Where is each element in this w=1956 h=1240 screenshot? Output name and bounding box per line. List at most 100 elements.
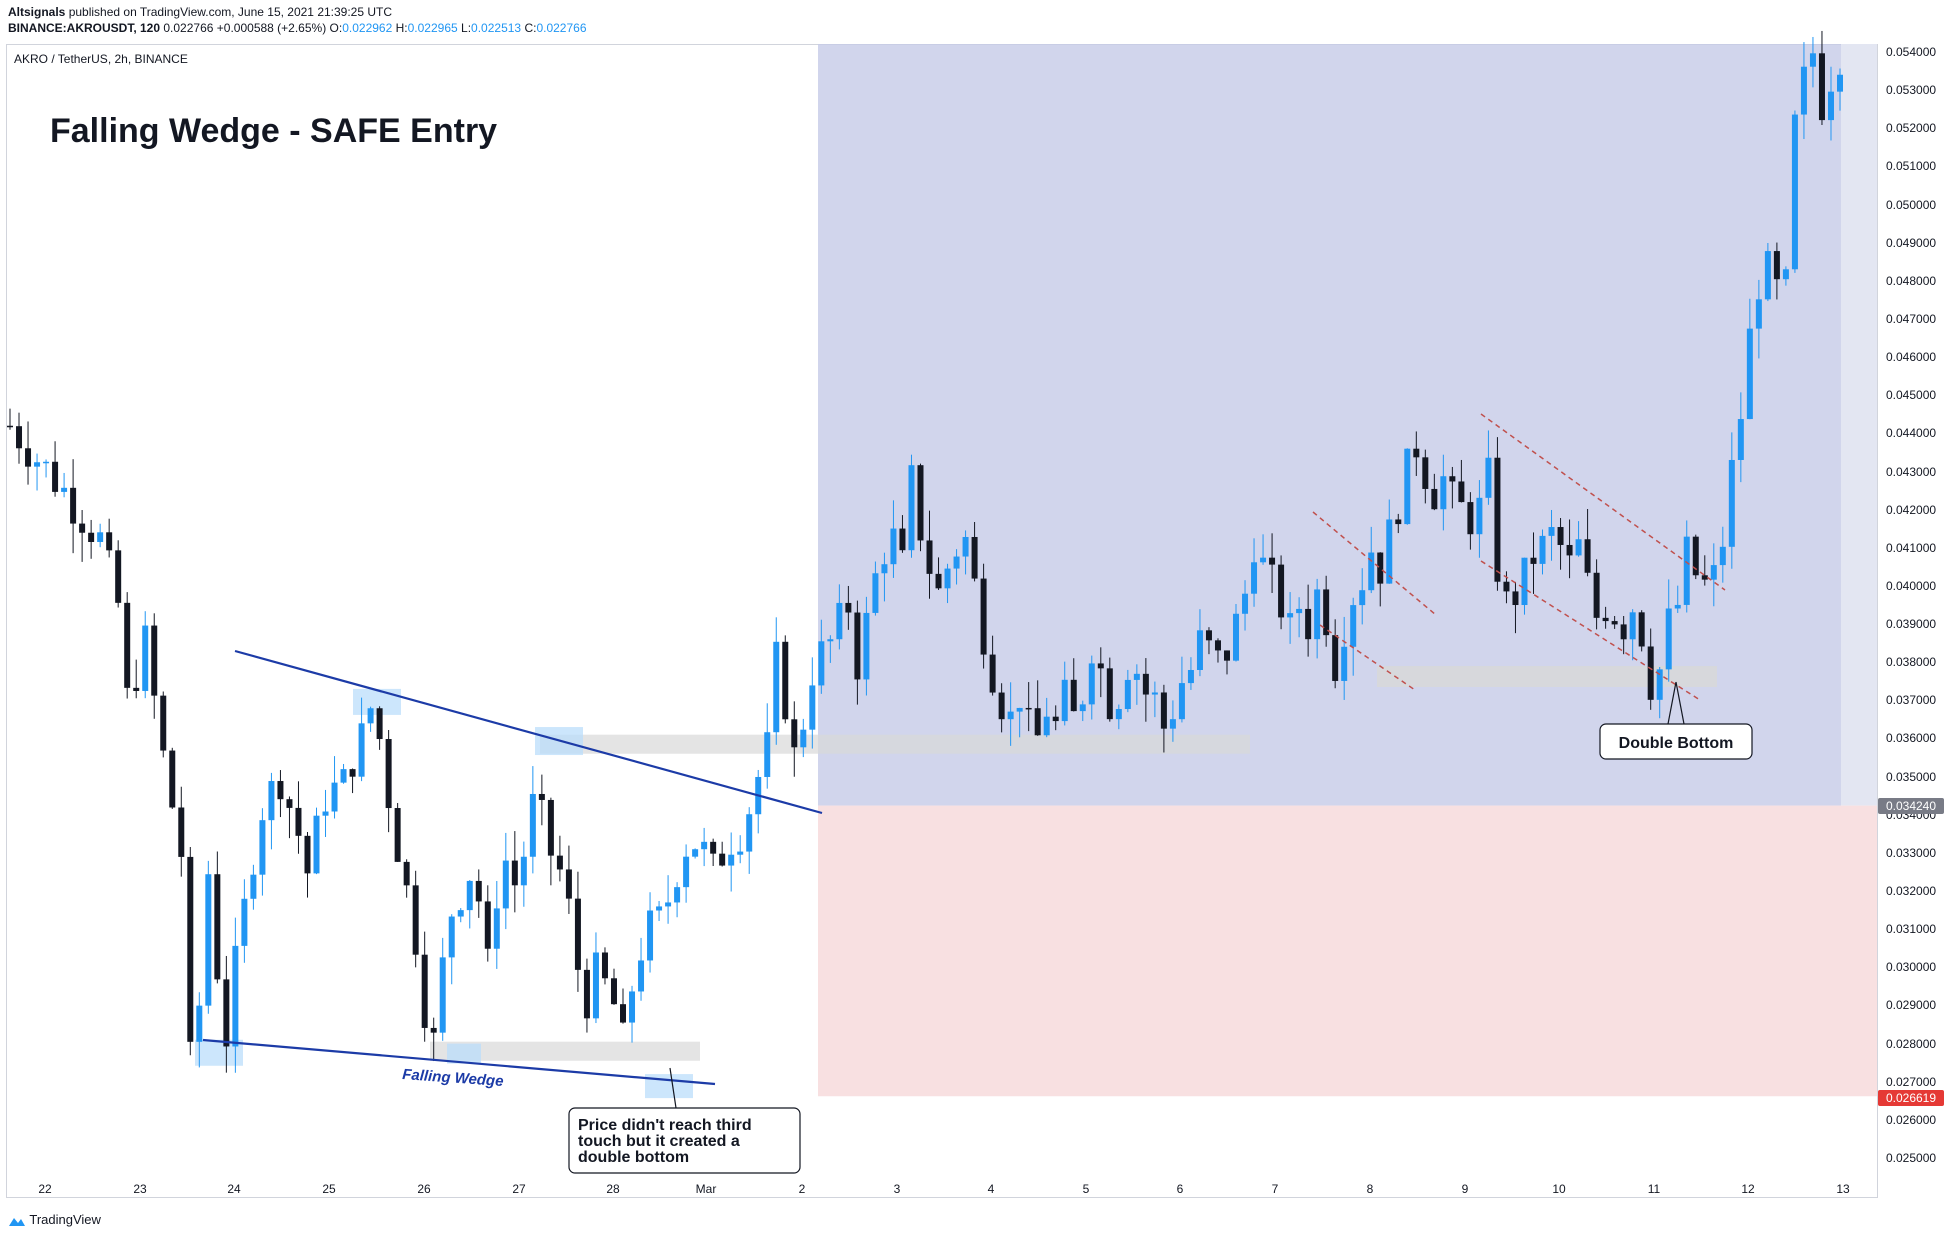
candle-body — [1404, 448, 1411, 525]
y-tick-label: 0.032000 — [1886, 884, 1937, 899]
candle-body — [385, 739, 392, 809]
y-tick-label: 0.035000 — [1886, 769, 1937, 784]
candle-body — [980, 578, 987, 655]
candle-body — [205, 874, 212, 1006]
candle-body — [1223, 650, 1230, 661]
candle-body — [502, 860, 509, 909]
candle-body — [277, 781, 284, 800]
candle-body — [1007, 711, 1014, 720]
candle-body — [1422, 457, 1429, 489]
candles — [7, 30, 1843, 1073]
candle-body — [1638, 612, 1645, 647]
candle-body — [1088, 663, 1095, 705]
candle-body — [52, 461, 59, 492]
chart-symbol-title: AKRO / TetherUS, 2h, BINANCE — [14, 52, 188, 66]
candle-body — [1683, 536, 1690, 605]
y-tick-label: 0.036000 — [1886, 731, 1937, 746]
candle-body — [1837, 74, 1843, 92]
candle-body — [989, 654, 996, 693]
candle-body — [70, 487, 77, 524]
candle-body — [565, 869, 572, 899]
x-tick-label: 28 — [606, 1182, 620, 1196]
y-tick-label: 0.041000 — [1886, 540, 1937, 555]
candle-body — [214, 874, 221, 980]
candle-body — [169, 750, 176, 808]
candle-body — [304, 835, 311, 874]
candle-body — [421, 954, 428, 1028]
candle-body — [1809, 53, 1816, 67]
candle-body — [746, 814, 753, 852]
x-tick-label: 24 — [227, 1182, 241, 1196]
candle-body — [1070, 679, 1077, 712]
candle-body — [610, 978, 617, 1005]
close-label: C: — [524, 21, 537, 35]
wedge-upper-line — [234, 649, 823, 815]
candle-body — [1242, 593, 1249, 614]
candle-body — [358, 723, 365, 777]
candle-body — [547, 799, 554, 856]
candle-body — [953, 556, 960, 569]
candle-body — [827, 639, 834, 642]
tradingview-footer[interactable]: TradingView — [8, 1212, 101, 1227]
candle-body — [1287, 613, 1294, 618]
candle-body — [890, 528, 897, 565]
note-pointer — [669, 1067, 677, 1109]
candle-body — [7, 425, 13, 428]
candle-body — [926, 540, 933, 574]
candle-body — [529, 793, 536, 857]
y-tick-label: 0.040000 — [1886, 578, 1937, 593]
x-tick-label: 9 — [1461, 1182, 1469, 1196]
candle-body — [1512, 591, 1519, 606]
candle-body — [556, 855, 563, 870]
candle-body — [34, 462, 41, 467]
candle-body — [1142, 673, 1149, 695]
candle-body — [259, 820, 266, 875]
candle-body — [43, 461, 50, 464]
candle-body — [701, 841, 708, 850]
candle-body — [106, 532, 113, 551]
candle-body — [1233, 613, 1240, 661]
candle-body — [79, 523, 86, 533]
candle-body — [683, 856, 690, 888]
candle-body — [1449, 476, 1456, 482]
candle-body — [1359, 590, 1366, 606]
candle-body — [899, 528, 906, 551]
target-zone-edge — [1841, 44, 1877, 806]
candle-body — [971, 536, 978, 579]
support-zone-left — [430, 1041, 700, 1061]
entry-price-tag: 0.034240 — [1878, 798, 1944, 814]
candle-body — [854, 612, 861, 680]
candle-body — [160, 695, 167, 751]
candle-body — [773, 641, 780, 733]
note-line-2: touch but it created a — [578, 1133, 740, 1150]
candle-body — [25, 448, 32, 467]
close-value: 0.022766 — [536, 21, 587, 35]
candle-body — [1305, 608, 1312, 640]
candle-body — [1016, 707, 1023, 712]
candle-body — [818, 641, 825, 686]
candle-body — [1602, 617, 1609, 622]
x-tick-label: 27 — [512, 1182, 526, 1196]
candle-body — [286, 799, 293, 808]
candle-body — [313, 815, 320, 874]
candle-body — [1737, 419, 1744, 460]
candle-body — [917, 465, 924, 541]
candle-body — [1521, 557, 1528, 606]
channel-1-lower — [1319, 624, 1416, 691]
candle-body — [1746, 328, 1753, 420]
y-tick-label: 0.042000 — [1886, 502, 1937, 517]
candle-body — [349, 769, 356, 777]
last-price: 0.022766 — [163, 21, 214, 35]
candle-body — [340, 769, 347, 783]
candle-body — [962, 536, 969, 557]
y-tick-label: 0.039000 — [1886, 617, 1937, 632]
candle-body — [1097, 663, 1104, 669]
candle-body — [1467, 502, 1474, 535]
candle-body — [1539, 535, 1546, 564]
candle-body — [403, 861, 410, 886]
candle-body — [376, 708, 383, 740]
candle-body — [466, 880, 473, 911]
candle-body — [1719, 546, 1726, 566]
candle-body — [1251, 562, 1258, 594]
